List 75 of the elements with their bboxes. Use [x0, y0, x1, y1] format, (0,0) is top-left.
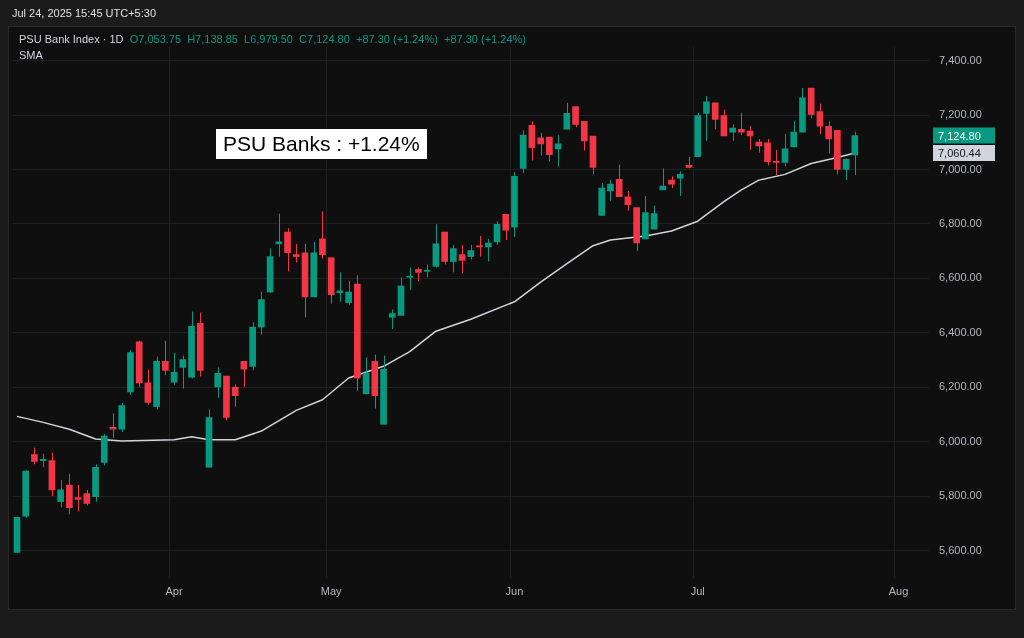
candlestick: [598, 182, 606, 216]
text: SMA: [19, 49, 43, 61]
candlestick: [711, 102, 719, 130]
candlestick: [441, 231, 448, 265]
candlestick: [118, 402, 126, 433]
candlestick: [292, 243, 300, 264]
x-tick-label: Jul: [690, 585, 705, 598]
candlestick: [153, 356, 160, 411]
candlestick: [39, 453, 47, 468]
candlestick: [703, 95, 710, 142]
candlestick: [738, 112, 745, 136]
candlestick: [423, 263, 431, 278]
candlestick: [450, 244, 457, 273]
candlestick: [179, 355, 187, 390]
candlestick: [127, 349, 134, 396]
x-tick-label: Jun: [505, 585, 524, 598]
candlestick: [851, 131, 859, 176]
candlestick: [100, 433, 108, 466]
candlestick: [764, 138, 771, 166]
candlestick: [135, 340, 143, 388]
x-tick-label: Aug: [888, 585, 909, 598]
candlestick: [502, 213, 510, 241]
candlestick: [258, 291, 265, 336]
candlestick: [563, 102, 571, 130]
y-tick-label: 7,400.00: [939, 53, 982, 66]
candlestick: [388, 308, 396, 330]
y-tick-label: 5,800.00: [939, 489, 982, 502]
text: 7,060.44: [938, 147, 981, 160]
x-tick-label: Apr: [165, 585, 183, 598]
candlestick: [807, 87, 815, 119]
y-tick-label: 7,000.00: [939, 162, 982, 175]
candlestick: [188, 311, 195, 379]
candlestick: [511, 171, 518, 238]
text: O7,053.75 H7,138.85 L6,979.50 C7,124.80 +87.30 (+1.24%) +87.30 (+1.24%): [129, 33, 526, 45]
text: Jul 24, 2025 15:45 UTC+5:30: [12, 7, 157, 19]
candlestick: [642, 195, 649, 240]
candlestick: [31, 447, 38, 465]
candlestick: [310, 241, 318, 298]
y-tick-label: 6,200.00: [939, 380, 982, 393]
candlestick: [519, 129, 527, 174]
candlestick: [729, 123, 736, 142]
candlestick: [467, 244, 475, 261]
text: 7,124.80: [938, 129, 981, 142]
candlestick: [415, 266, 422, 282]
candlestick: [633, 207, 640, 252]
candlestick: [694, 112, 702, 158]
candlestick: [615, 164, 623, 198]
y-tick-label: 6,800.00: [939, 216, 982, 229]
candlestick: [92, 463, 99, 503]
x-tick-label: May: [320, 585, 343, 598]
y-tick-label: 6,400.00: [939, 325, 982, 338]
candlestick: [249, 321, 256, 371]
candlestick: [354, 274, 361, 392]
candlestick: [406, 266, 414, 291]
candlestick: [799, 87, 806, 133]
y-tick-label: 6,000.00: [939, 434, 982, 447]
candlestick: [223, 375, 230, 421]
y-tick-label: 5,600.00: [939, 543, 982, 556]
candlestick: [371, 354, 379, 409]
candlestick: [676, 170, 684, 197]
y-tick-label: 6,600.00: [939, 271, 982, 284]
chart-title: PSU Bank Index · 1D: [19, 33, 125, 45]
candlestick: [572, 106, 579, 128]
candlestick: [772, 149, 780, 176]
annotation: PSU Banks : +1.24%: [216, 129, 427, 159]
candlestick: [476, 235, 483, 258]
candlestick: [162, 340, 169, 376]
candlestick: [380, 355, 387, 425]
y-tick-label: 7,200.00: [939, 108, 982, 121]
candlestick: [83, 489, 91, 506]
candlestick: [327, 257, 335, 305]
candlestick: [196, 312, 204, 377]
candlestick: [834, 129, 841, 175]
candlestick: [668, 175, 675, 189]
candlestick: [22, 469, 30, 519]
